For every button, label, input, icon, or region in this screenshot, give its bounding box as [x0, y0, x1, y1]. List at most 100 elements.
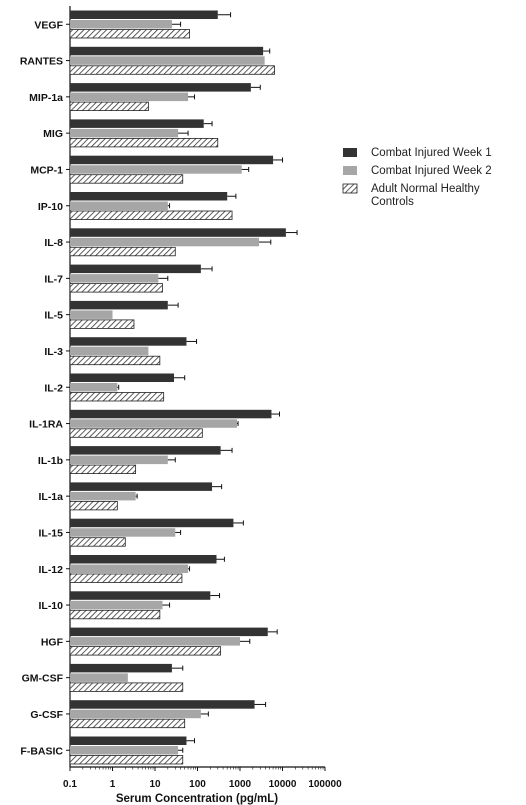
bar-combat-injured-week-2	[70, 600, 163, 610]
category-label: IL-1b	[38, 455, 63, 467]
bar-combat-injured-week-1	[70, 83, 251, 92]
bar-adult-normal-healthy-controls	[69, 137, 219, 148]
category-label: IL-8	[44, 237, 63, 249]
bar-combat-injured-week-1	[70, 337, 187, 346]
bar-combat-injured-week-1	[70, 482, 213, 491]
bar-combat-injured-week-1	[70, 700, 255, 709]
bar-combat-injured-week-2	[70, 673, 128, 682]
bar-combat-injured-week-1	[70, 119, 204, 128]
bar-combat-injured-week-2	[70, 528, 176, 537]
bar-combat-injured-week-2	[70, 128, 179, 138]
bar-adult-normal-healthy-controls	[69, 755, 184, 765]
legend: Combat Injured Week 1 Combat Injured Week…	[342, 147, 492, 208]
bar-adult-normal-healthy-controls	[69, 646, 222, 656]
x-tick-label: 100	[189, 779, 206, 790]
bar-adult-normal-healthy-controls	[69, 101, 149, 111]
bar-adult-normal-healthy-controls	[69, 682, 184, 692]
category-label: G-CSF	[30, 709, 63, 721]
bar-combat-injured-week-1	[70, 373, 175, 382]
bar-adult-normal-healthy-controls	[69, 718, 186, 729]
bar-combat-injured-week-2	[70, 419, 238, 428]
category-label: RANTES	[20, 56, 63, 68]
bar-combat-injured-week-1	[70, 736, 187, 745]
x-tick-label: 1000	[229, 779, 252, 790]
legend-label-1: Combat Injured Week 1	[371, 147, 492, 159]
legend-label-3: Adult Normal Healthy Controls	[371, 183, 480, 208]
bar-combat-injured-week-2	[70, 274, 159, 283]
bar-combat-injured-week-2	[70, 56, 265, 65]
bar-combat-injured-week-2	[70, 201, 168, 210]
bar-combat-injured-week-2	[70, 310, 113, 319]
category-label: IL-1RA	[29, 419, 63, 431]
x-tick-label: 100000	[308, 779, 342, 790]
x-axis-title: Serum Concentration (pg/mL)	[116, 793, 278, 805]
category-label: F-BASIC	[20, 745, 63, 757]
legend-swatch-3	[342, 183, 358, 194]
bar-combat-injured-week-2	[70, 20, 172, 29]
bar-combat-injured-week-1	[70, 627, 268, 637]
bar-adult-normal-healthy-controls	[69, 500, 118, 511]
plot-area: 0.1 1 10 100 1000 10000 100000 VEGF RANTES MIP-1a…	[20, 6, 342, 790]
bar-combat-injured-week-1	[70, 591, 211, 600]
category-label: IL-10	[38, 600, 63, 612]
bar-combat-injured-week-1	[70, 10, 218, 19]
bar-combat-injured-week-1	[70, 192, 228, 201]
legend-label-2: Combat Injured Week 2	[371, 165, 492, 177]
bar-adult-normal-healthy-controls	[69, 609, 161, 620]
bar-adult-normal-healthy-controls	[69, 573, 183, 583]
bar-adult-normal-healthy-controls	[69, 355, 161, 366]
bar-combat-injured-week-2	[70, 709, 201, 719]
bar-adult-normal-healthy-controls	[69, 246, 176, 257]
category-label: GM-CSF	[22, 673, 64, 685]
bar-adult-normal-healthy-controls	[69, 210, 233, 220]
bar-adult-normal-healthy-controls	[69, 464, 137, 475]
category-label: IL-1a	[38, 491, 63, 503]
bar-adult-normal-healthy-controls	[69, 428, 203, 438]
x-tick-label: 0.1	[63, 779, 77, 790]
bar-adult-normal-healthy-controls	[69, 29, 190, 39]
bar-combat-injured-week-1	[70, 409, 272, 419]
category-label: VEGF	[34, 19, 63, 31]
bar-adult-normal-healthy-controls	[69, 174, 184, 184]
bar-combat-injured-week-2	[70, 237, 260, 247]
category-label: HGF	[41, 636, 64, 648]
legend-swatch-1	[343, 148, 357, 157]
category-label: MIG	[43, 128, 63, 140]
bar-combat-injured-week-1	[70, 446, 221, 455]
bar-combat-injured-week-1	[70, 155, 274, 165]
category-label: IL-2	[44, 382, 63, 394]
bar-adult-normal-healthy-controls	[69, 65, 275, 75]
x-tick-label: 10000	[269, 779, 297, 790]
legend-swatch-2	[343, 166, 357, 175]
bar-combat-injured-week-1	[70, 228, 286, 237]
bar-adult-normal-healthy-controls	[69, 283, 163, 293]
bar-combat-injured-week-1	[70, 518, 234, 528]
bar-combat-injured-week-2	[70, 383, 118, 392]
bar-combat-injured-week-2	[70, 455, 168, 465]
category-label: MCP-1	[30, 164, 63, 176]
category-label: MIP-1a	[29, 92, 63, 104]
bar-combat-injured-week-2	[70, 346, 149, 356]
bar-combat-injured-week-2	[70, 746, 179, 755]
bar-combat-injured-week-1	[70, 663, 172, 673]
category-label: IL-3	[44, 346, 63, 358]
category-label: IL-5	[44, 310, 63, 322]
x-tick-label: 10	[149, 779, 161, 790]
bar-combat-injured-week-1	[70, 264, 201, 274]
bar-combat-injured-week-1	[70, 46, 264, 56]
bar-adult-normal-healthy-controls	[69, 319, 135, 329]
bar-combat-injured-week-2	[70, 564, 189, 573]
bar-adult-normal-healthy-controls	[69, 392, 165, 402]
bar-combat-injured-week-2	[70, 491, 136, 501]
category-label: IL-15	[38, 527, 63, 539]
category-label: IP-10	[38, 201, 63, 213]
bar-combat-injured-week-2	[70, 165, 242, 174]
bar-adult-normal-healthy-controls	[69, 537, 126, 547]
bar-combat-injured-week-2	[70, 92, 189, 102]
category-label: IL-7	[44, 273, 63, 285]
bar-combat-injured-week-1	[70, 555, 217, 564]
category-label: IL-12	[38, 564, 63, 576]
bar-combat-injured-week-1	[70, 300, 168, 310]
bar-combat-injured-week-2	[70, 637, 240, 646]
